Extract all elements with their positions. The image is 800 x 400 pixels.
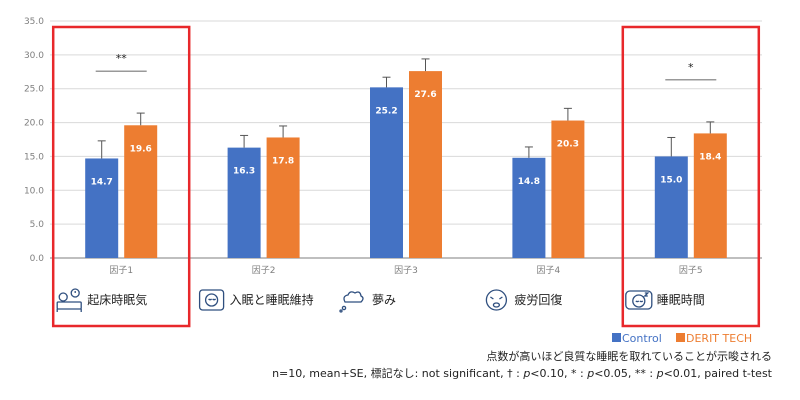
y-tick-label: 15.0 [24, 152, 44, 162]
bars [85, 58, 727, 258]
highlight-box [51, 25, 191, 328]
y-tick-label: 10.0 [24, 186, 44, 196]
bar-derit-2 [266, 137, 300, 258]
significance-mark: * [688, 61, 694, 74]
footnotes: 点数が高いほど良質な睡眠を取れていることが示唆される n=10, mean+SE… [272, 349, 773, 380]
footnote-statistics: n=10, mean+SE, 標記なし: not significant, † … [272, 366, 773, 380]
bar-control-3 [370, 87, 403, 258]
highlight-boxes [51, 25, 761, 328]
factor-name: 入眠と睡眠維持 [230, 292, 314, 307]
footnote-segment: <0.10, * : [530, 367, 587, 380]
bed-alarm-icon [56, 288, 82, 312]
bar-control-2 [227, 147, 261, 258]
y-tick-label: 20.0 [24, 119, 44, 129]
legend-swatch [612, 333, 621, 342]
data-label: 19.6 [130, 144, 152, 154]
data-label: 27.6 [414, 90, 436, 100]
data-label: 17.8 [272, 156, 294, 166]
legend-label: Control [622, 332, 662, 345]
bar-control-1 [85, 158, 119, 258]
factor-name: 起床時眠気 [87, 292, 147, 307]
significance-mark: ** [116, 52, 128, 65]
legend: Control DERIT TECH [612, 332, 752, 345]
footnote-segment: <0.01, paired t-test [664, 367, 773, 380]
footnote-segment: p [656, 367, 664, 380]
footnote-segment: <0.05, ** : [594, 367, 656, 380]
footnote-interpretation: 点数が高いほど良質な睡眠を取れていることが示唆される [486, 349, 772, 363]
data-label: 16.3 [233, 167, 255, 177]
bar-control-5 [654, 156, 688, 258]
highlight-box [621, 25, 761, 328]
footnote-segment: p [522, 367, 530, 380]
data-label: 18.4 [699, 152, 721, 162]
y-tick-label: 5.0 [30, 220, 45, 230]
data-label: 20.3 [557, 140, 579, 150]
bar-derit-3 [409, 71, 442, 258]
data-label: 14.7 [91, 177, 113, 187]
bar-control-4 [512, 157, 546, 258]
y-tick-label: 30.0 [24, 51, 44, 61]
significance-marks: *** [95, 52, 717, 81]
category-label: 因子4 [537, 265, 561, 276]
y-axis-ticks: 0.0 5.0 10.0 15.0 20.0 25.0 30.0 35.0 [24, 17, 44, 264]
category-label: 因子2 [252, 265, 276, 276]
data-label: 25.2 [375, 106, 397, 116]
category-labels: 因子1 起床時眠気 因子2 入眠と睡眠維持 因子3 夢み 因子4 疲労回復 因子5 睡眠時間 [56, 265, 705, 313]
gridlines [50, 20, 762, 259]
bar-derit-4 [551, 120, 585, 258]
sleeping-face-icon [198, 289, 225, 311]
dream-cloud-icon [339, 291, 364, 313]
y-tick-label: 25.0 [24, 85, 44, 95]
y-tick-label: 35.0 [24, 17, 44, 27]
legend-label: DERIT TECH [686, 332, 752, 345]
footnote-segment: p [586, 367, 594, 380]
bar-derit-5 [693, 133, 727, 258]
data-labels: 14.7 19.6 16.3 17.8 25.2 27.6 14.8 20.3 15.0 18.4 [91, 90, 722, 187]
bar-derit-1 [124, 125, 158, 258]
factor-name: 夢み [372, 293, 396, 307]
category-label: 因子1 [109, 265, 133, 276]
category-label: 因子5 [679, 265, 703, 276]
data-label: 14.8 [518, 177, 540, 187]
tired-face-icon [485, 289, 508, 311]
factor-name: 疲労回復 [514, 292, 562, 307]
legend-swatch [676, 333, 685, 342]
category-label: 因子3 [394, 265, 418, 276]
factor-name: 睡眠時間 [657, 293, 705, 307]
data-label: 15.0 [660, 175, 682, 185]
y-tick-label: 0.0 [30, 254, 45, 264]
sleeping-pillow-icon [625, 290, 653, 310]
footnote-segment: n=10, mean+SE, 標記なし: not significant, † … [272, 366, 523, 380]
